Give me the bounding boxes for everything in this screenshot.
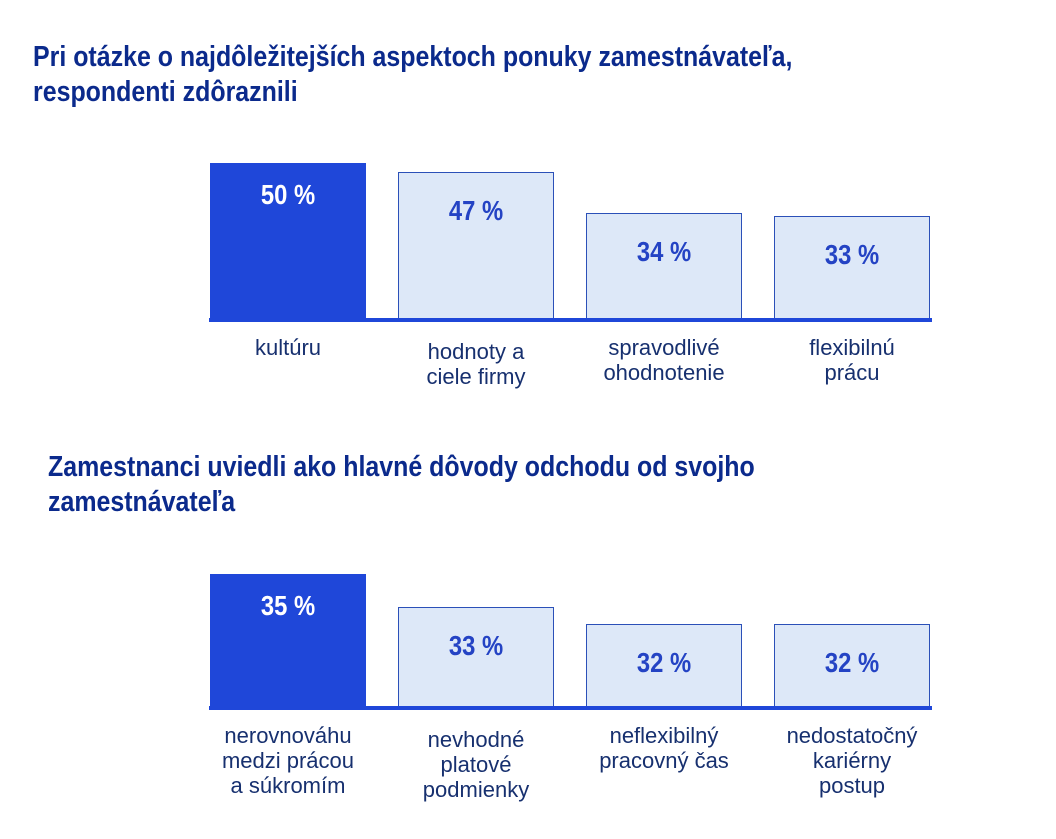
category-label: spravodlivé ohodnotenie	[603, 335, 725, 385]
category-label: nevhodné platové podmienky	[422, 727, 530, 802]
chart-1-title: Pri otázke o najdôležitejších aspektoch …	[33, 40, 792, 110]
chart-2-title-line: Zamestnanci uviedli ako hlavné dôvody od…	[48, 451, 755, 483]
bar: 32 %	[774, 623, 930, 706]
data-label: 33 %	[448, 630, 504, 661]
chart-1: 50 % kultúru 47 % hodnoty a ciele firmy 34 %…	[209, 163, 932, 389]
chart-2-title-line: zamestnávateľa	[48, 486, 236, 518]
chart-1-title-line: respondenti zdôraznili	[33, 76, 298, 108]
bar: 47 %	[398, 172, 554, 318]
bar: 34 %	[586, 212, 742, 318]
data-label: 34 %	[636, 235, 692, 267]
data-label: 50 %	[260, 179, 316, 210]
category-label: hodnoty a ciele firmy	[426, 339, 526, 389]
bar: 33 %	[774, 215, 930, 318]
data-label: 47 %	[448, 195, 504, 227]
bar: 32 %	[586, 623, 742, 706]
data-label: 33 %	[824, 238, 880, 270]
data-label: 32 %	[824, 646, 880, 678]
bar: 33 %	[398, 607, 554, 706]
baseline	[209, 318, 932, 322]
chart-1-title-line: Pri otázke o najdôležitejších aspektoch …	[33, 41, 793, 73]
data-label: 35 %	[260, 590, 316, 621]
chart-2-title: Zamestnanci uviedli ako hlavné dôvody od…	[48, 450, 755, 520]
category-label: neflexibilný pracovný čas	[599, 723, 729, 773]
category-label: nerovnováhu medzi prácou a súkromím	[221, 723, 355, 798]
category-label: kultúru	[254, 335, 322, 360]
baseline	[209, 706, 932, 710]
category-label: flexibilnú prácu	[809, 335, 895, 385]
bar: 35 %	[210, 574, 366, 706]
data-label: 32 %	[636, 646, 692, 678]
bar: 50 %	[210, 163, 366, 318]
category-label: nedostatočný kariérny postup	[786, 723, 918, 798]
